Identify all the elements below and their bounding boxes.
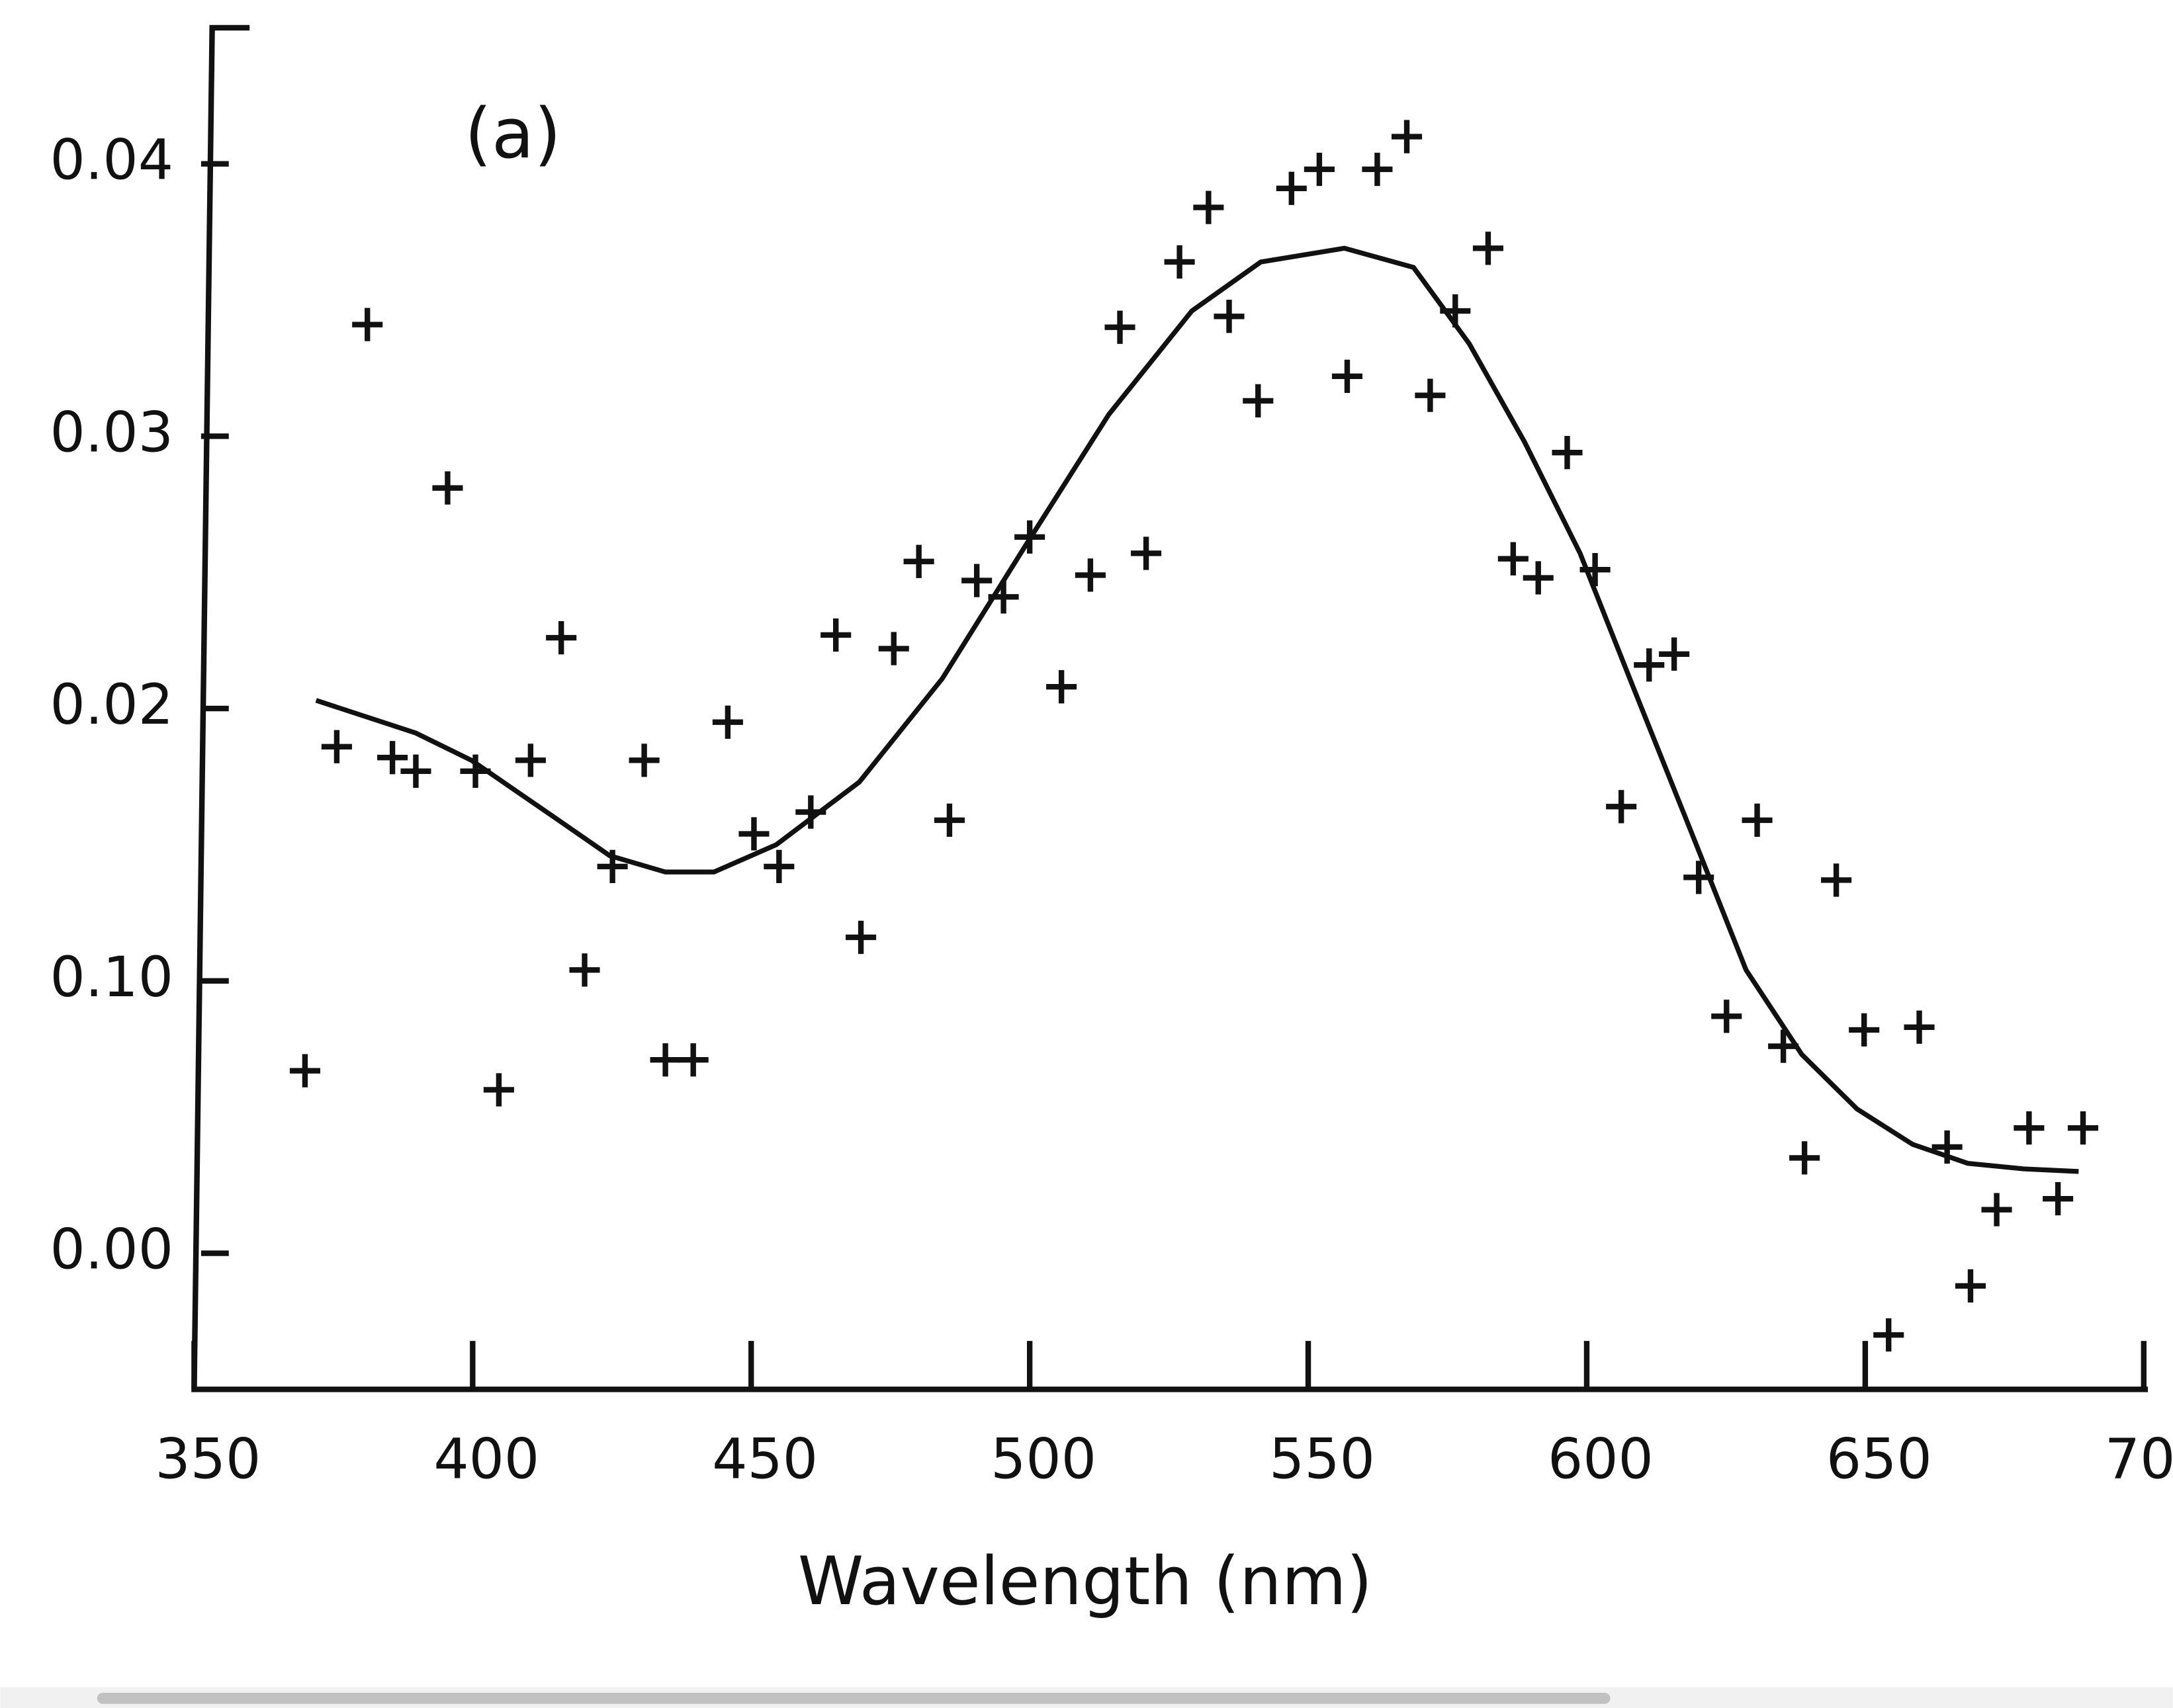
point [597,849,628,884]
point [878,632,909,665]
fit-curve [315,245,2079,1174]
scrollbar-thumb[interactable] [97,1692,1611,1704]
point [712,705,743,739]
point [1904,1010,1935,1044]
point [1104,310,1135,344]
point [1606,790,1637,824]
point [1362,152,1393,187]
point [903,544,934,578]
x-tick-label: 450 [712,1426,818,1491]
point [1821,863,1852,897]
point [988,580,1019,614]
point [820,618,852,652]
point [1634,648,1665,682]
point [1659,637,1690,671]
point [1981,1193,2012,1226]
point [846,920,877,955]
point [1768,1029,1799,1063]
point [1849,1013,1880,1047]
point [764,849,795,884]
annotation: (a) [465,93,561,174]
point [678,1043,709,1077]
point [1164,245,1195,279]
y-tick-label: 0.00 [50,1217,173,1281]
point [1214,300,1245,333]
point [795,795,826,829]
y-tick-label: 0.04 [50,128,173,192]
point [934,803,965,837]
point [2014,1111,2045,1145]
point [432,471,463,505]
point [483,1073,514,1107]
point [1497,542,1529,576]
point [1014,520,1045,554]
point [2043,1182,2074,1216]
point [400,754,431,788]
point [1440,294,1471,328]
point [1523,561,1554,595]
point [1683,861,1714,894]
point [629,744,660,777]
point [1742,803,1773,837]
point [377,741,408,775]
x-tick-label: 500 [991,1426,1096,1491]
point [1304,152,1335,187]
point [1392,120,1423,153]
point [546,620,577,655]
point [1873,1318,1904,1352]
point [1789,1141,1820,1175]
point [1331,359,1363,393]
x-tick-label: 600 [1548,1426,1654,1491]
point [1415,378,1446,412]
point [1931,1130,1963,1164]
point [1552,435,1583,470]
point [1955,1269,1986,1303]
point [738,817,770,851]
point [2067,1111,2099,1145]
axes [191,24,2149,1392]
point [289,1054,320,1088]
point [1046,670,1077,704]
y-tick-label: 0.10 [50,945,173,1009]
point [1075,558,1106,592]
point [961,564,993,597]
x-tick-label: 700 [2105,1426,2173,1491]
x-axis-title: Wavelength (nm) [798,1543,1372,1620]
point [515,744,546,777]
point [321,730,352,763]
point [650,1043,681,1077]
point [1472,232,1504,265]
x-tick-label: 350 [155,1426,261,1491]
y-tick-label: 0.03 [50,400,173,464]
point [569,953,600,987]
point [1711,1000,1742,1033]
x-tick-label: 650 [1826,1426,1932,1491]
point [352,308,383,341]
point [1579,553,1611,587]
x-tick-label: 400 [433,1426,539,1491]
point [1276,171,1307,205]
point [460,754,491,788]
x-tick-label: 550 [1269,1426,1375,1491]
point [1193,191,1224,224]
point [1243,384,1274,418]
y-tick-label: 0.02 [50,672,173,737]
point [1131,536,1162,570]
